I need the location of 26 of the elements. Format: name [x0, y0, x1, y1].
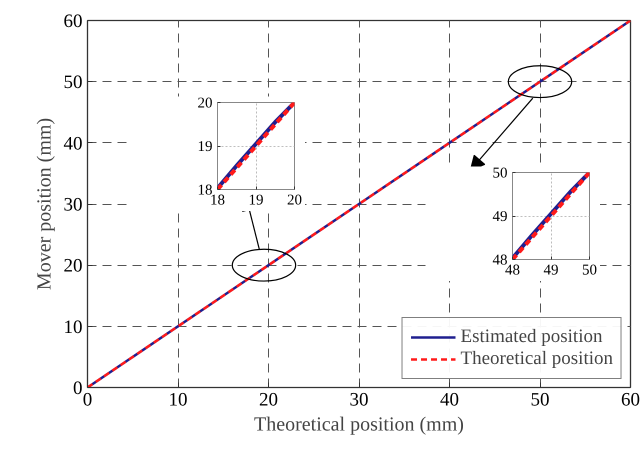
y-tick-label: 48 — [492, 252, 508, 268]
y-tick-label: 60 — [64, 11, 82, 32]
y-axis-title: Mover position (mm) — [34, 118, 56, 290]
x-tick-label: 48 — [505, 262, 520, 278]
x-tick-label: 50 — [582, 262, 597, 278]
x-tick-label: 40 — [440, 390, 459, 410]
x-tick-label: 50 — [530, 390, 550, 410]
y-tick-label: 50 — [492, 166, 508, 182]
x-tick-label: 10 — [168, 390, 188, 410]
y-tick-label: 49 — [492, 209, 508, 225]
x-tick-label: 19 — [248, 192, 264, 208]
y-tick-label: 40 — [64, 133, 82, 154]
y-tick-label: 18 — [198, 182, 212, 198]
x-tick-label: 18 — [210, 192, 225, 208]
legend-label: Estimated position — [460, 326, 602, 348]
x-tick-label: 49 — [544, 262, 558, 278]
y-tick-label: 19 — [198, 139, 212, 155]
x-tick-label: 30 — [350, 390, 368, 410]
x-tick-label: 20 — [259, 390, 278, 410]
x-axis-title: Theoretical position (mm) — [254, 414, 464, 436]
y-tick-label: 20 — [198, 96, 212, 112]
x-tick-label: 60 — [621, 390, 640, 410]
x-tick-label: 20 — [287, 192, 302, 208]
y-tick-label: 50 — [64, 72, 82, 94]
legend-label: Theoretical position — [460, 348, 613, 370]
y-tick-label: 10 — [64, 316, 82, 338]
